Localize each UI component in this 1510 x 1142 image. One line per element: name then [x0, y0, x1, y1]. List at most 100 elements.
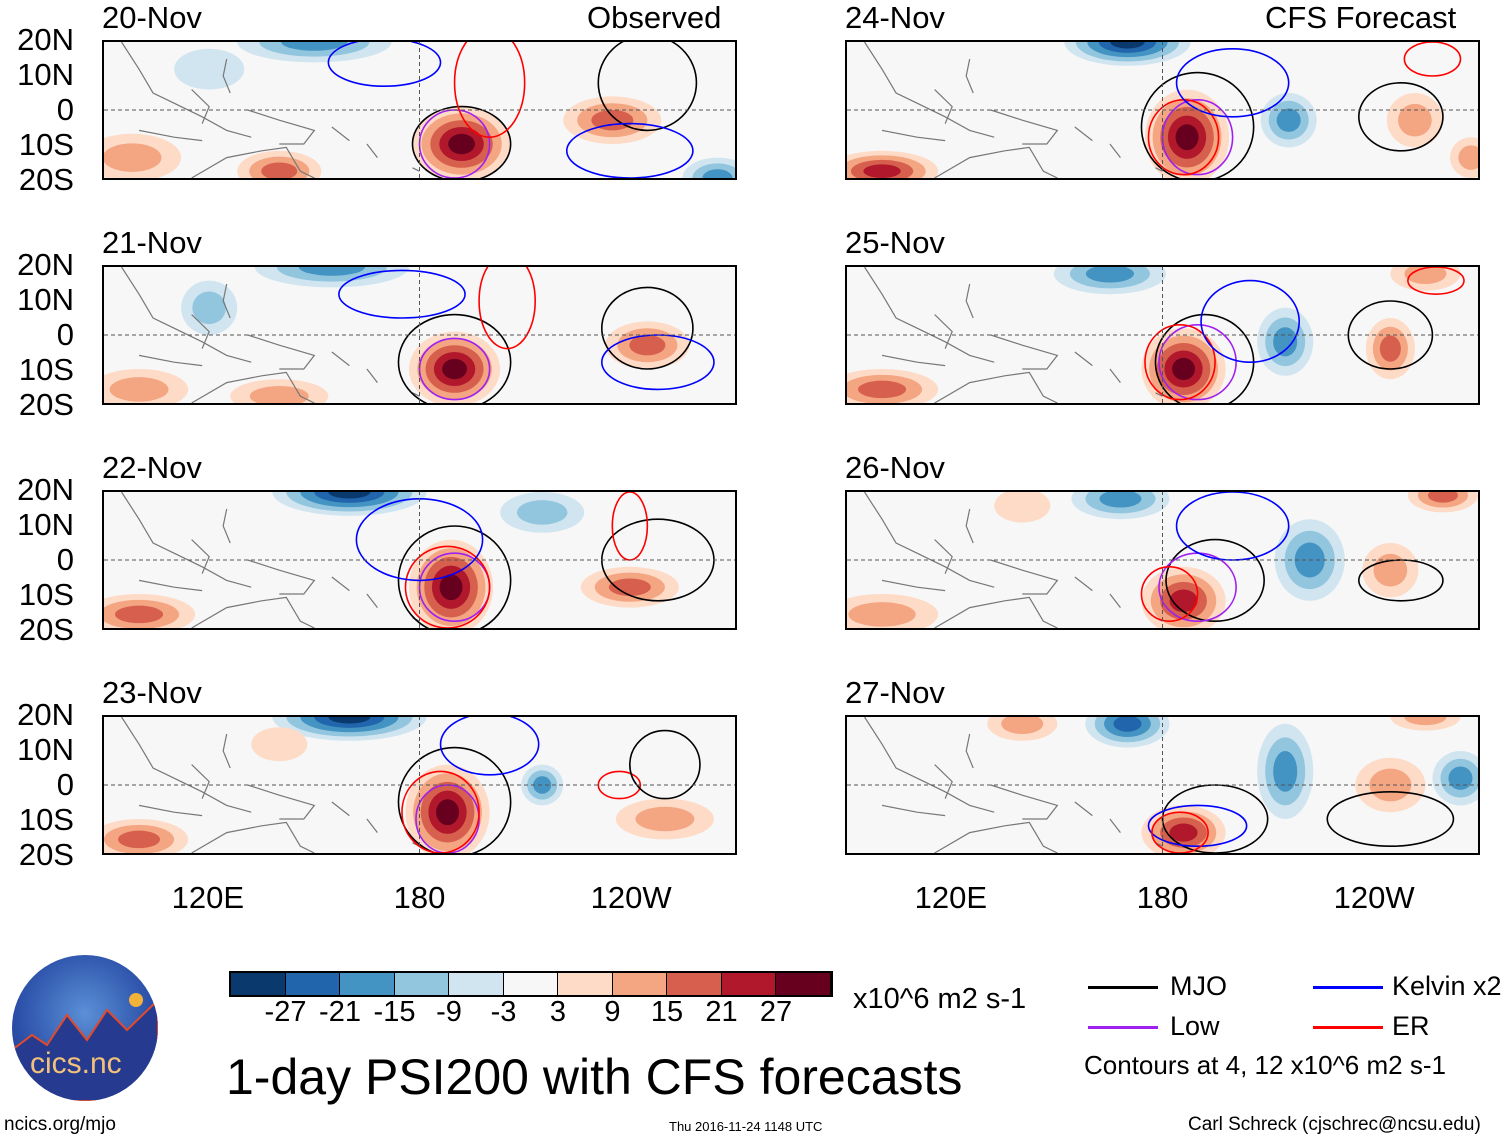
coastline [865, 42, 1163, 178]
lat-label: 10N [17, 732, 74, 767]
panel-date: 25-Nov [845, 225, 945, 260]
contour-er [479, 265, 535, 349]
anomaly-fill [442, 358, 467, 380]
colorbar-tick-label: -9 [436, 996, 462, 1028]
contour-mjo [412, 107, 510, 180]
colorbar-swatch [776, 973, 831, 995]
anomaly-fill [174, 48, 245, 90]
lon-label: 120E [914, 880, 988, 915]
cics-logo[interactable]: cics.nc [12, 955, 158, 1101]
footer-url[interactable]: ncics.org/mjo [4, 1114, 116, 1135]
contour-mjo [1327, 792, 1453, 846]
contour-low [1163, 100, 1233, 175]
map-panel [102, 715, 737, 855]
lat-label: 20N [17, 247, 74, 282]
map-panel [102, 490, 737, 630]
lat-label: 20S [18, 387, 74, 422]
anomaly-fill [298, 267, 365, 276]
anomaly-fill [251, 727, 308, 762]
contour-mjo [598, 40, 696, 130]
mountain-icon [12, 993, 158, 1101]
colorbar-units: x10^6 m2 s-1 [853, 983, 1027, 1015]
contour-kelvin [567, 124, 693, 178]
anomaly-fill [702, 169, 733, 178]
anomaly-fill [591, 110, 634, 131]
colorbar-swatch [721, 973, 776, 995]
panel-date: 22-Nov [102, 450, 202, 485]
contour-er [1141, 567, 1197, 621]
anomaly-fill [1085, 267, 1134, 283]
footer-author: Carl Schreck (cjschrec@ncsu.edu) [1188, 1114, 1481, 1135]
lat-label: 10N [17, 57, 74, 92]
colorbar-swatch [394, 973, 449, 995]
colorbar-tick-label: -15 [373, 996, 416, 1028]
anomaly-fill [1369, 768, 1412, 802]
contour-mjo [398, 748, 510, 855]
legend-kelvin-line [1313, 986, 1383, 989]
colorbar-tick-label: -21 [319, 996, 361, 1028]
contour-kelvin [1177, 49, 1289, 117]
forecast-label: CFS Forecast [1265, 0, 1457, 35]
legend-low: Low [1170, 1011, 1220, 1041]
anomaly-fill [863, 164, 901, 178]
lon-label: 120E [171, 880, 245, 915]
panel-date: 26-Nov [845, 450, 945, 485]
contour-mjo [1163, 785, 1268, 853]
anomaly-fill [1169, 823, 1198, 842]
legend-er-line [1313, 1026, 1383, 1029]
legend-mjo-line [1088, 986, 1158, 989]
anomaly-fill [1172, 357, 1196, 381]
anomaly-fill [1099, 492, 1142, 508]
colorbar-swatch [449, 973, 504, 995]
coastline [122, 267, 420, 403]
lat-label: 10N [17, 507, 74, 542]
lat-label: 20N [17, 22, 74, 57]
panel-date: 23-Nov [102, 675, 202, 710]
lon-label: 180 [1136, 880, 1189, 915]
colorbar-swatch [340, 973, 395, 995]
contour-er [1152, 812, 1208, 853]
observed-label: Observed [587, 0, 722, 35]
panel-date: 21-Nov [102, 225, 202, 260]
contour-kelvin [1148, 805, 1246, 846]
coastline [865, 717, 1163, 853]
footer-timestamp: Thu 2016-11-24 1148 UTC [669, 1119, 823, 1134]
contour-mjo [1141, 73, 1253, 180]
lat-label: 10N [17, 282, 74, 317]
coastline [122, 42, 420, 178]
colorbar-tick-label: -3 [490, 996, 517, 1028]
map-panel [102, 40, 737, 180]
contour-er [405, 546, 489, 628]
lat-label: 20S [18, 837, 74, 872]
contour-er [1404, 42, 1460, 76]
anomaly-fill [848, 602, 916, 627]
map-panel [845, 265, 1480, 405]
anomaly-fill [1458, 145, 1478, 170]
anomaly-fill [439, 574, 463, 601]
anomaly-fill [249, 386, 309, 403]
anomaly-fill [436, 799, 460, 826]
figure-title: 1-day PSI200 with CFS forecasts [226, 1049, 963, 1105]
contour-note: Contours at 4, 12 x10^6 m2 s-1 [1084, 1050, 1446, 1080]
contour-er [455, 40, 525, 137]
anomaly-fill [608, 578, 651, 596]
contour-mjo [398, 315, 510, 405]
anomaly-fill [635, 806, 695, 832]
legend-kelvin: Kelvin x2 [1392, 971, 1502, 1001]
coastline [865, 267, 1163, 403]
contour-low [1159, 325, 1236, 400]
anomaly-fill [448, 133, 475, 155]
colorbar-swatch [667, 973, 722, 995]
colorbar-tick-label: 21 [705, 996, 738, 1028]
anomaly-fill [533, 776, 552, 794]
lat-label: 20S [18, 162, 74, 197]
contour-kelvin [339, 270, 465, 318]
contour-kelvin [441, 715, 539, 775]
anomaly-fill [104, 143, 162, 172]
panel-date: 20-Nov [102, 0, 202, 35]
colorbar-tick-label: 9 [604, 996, 621, 1028]
anomaly-fill [1398, 103, 1432, 137]
lon-label: 120W [590, 880, 672, 915]
lat-label: 20S [18, 612, 74, 647]
